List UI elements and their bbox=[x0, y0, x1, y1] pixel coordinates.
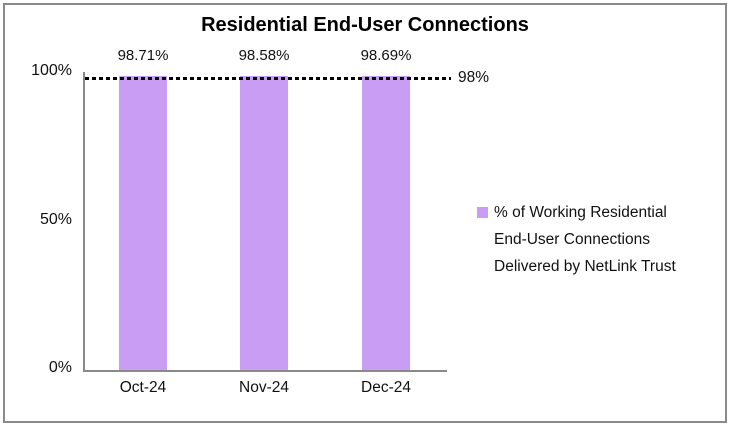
target-threshold-line bbox=[85, 76, 451, 80]
y-axis-tick-100: 100% bbox=[31, 62, 72, 79]
legend-series-label: % of Working Residential End-User Connec… bbox=[494, 199, 719, 280]
plot-area bbox=[83, 72, 451, 372]
chart-title: Residential End-User Connections bbox=[201, 14, 529, 36]
bar-dec-24 bbox=[362, 75, 410, 370]
legend-line-3: Delivered by NetLink Trust bbox=[494, 258, 676, 275]
legend-line-2: End-User Connections bbox=[494, 231, 650, 248]
bar-value-label-oct: 98.71% bbox=[117, 47, 169, 64]
target-line-label: 98% bbox=[458, 69, 490, 86]
x-axis-tick-dec: Dec-24 bbox=[361, 379, 411, 396]
bar-oct-24 bbox=[119, 75, 167, 370]
bar-value-label-dec: 98.69% bbox=[360, 47, 412, 64]
y-axis-tick-50: 50% bbox=[39, 211, 72, 228]
x-axis-tick-nov: Nov-24 bbox=[239, 379, 289, 396]
y-axis-tick-0: 0% bbox=[48, 359, 72, 376]
bar-nov-24 bbox=[240, 76, 288, 370]
x-axis-tick-oct: Oct-24 bbox=[119, 379, 167, 396]
legend-line-1: % of Working Residential bbox=[494, 204, 667, 221]
bar-value-label-nov: 98.58% bbox=[238, 47, 290, 64]
legend-swatch-icon bbox=[477, 207, 488, 218]
